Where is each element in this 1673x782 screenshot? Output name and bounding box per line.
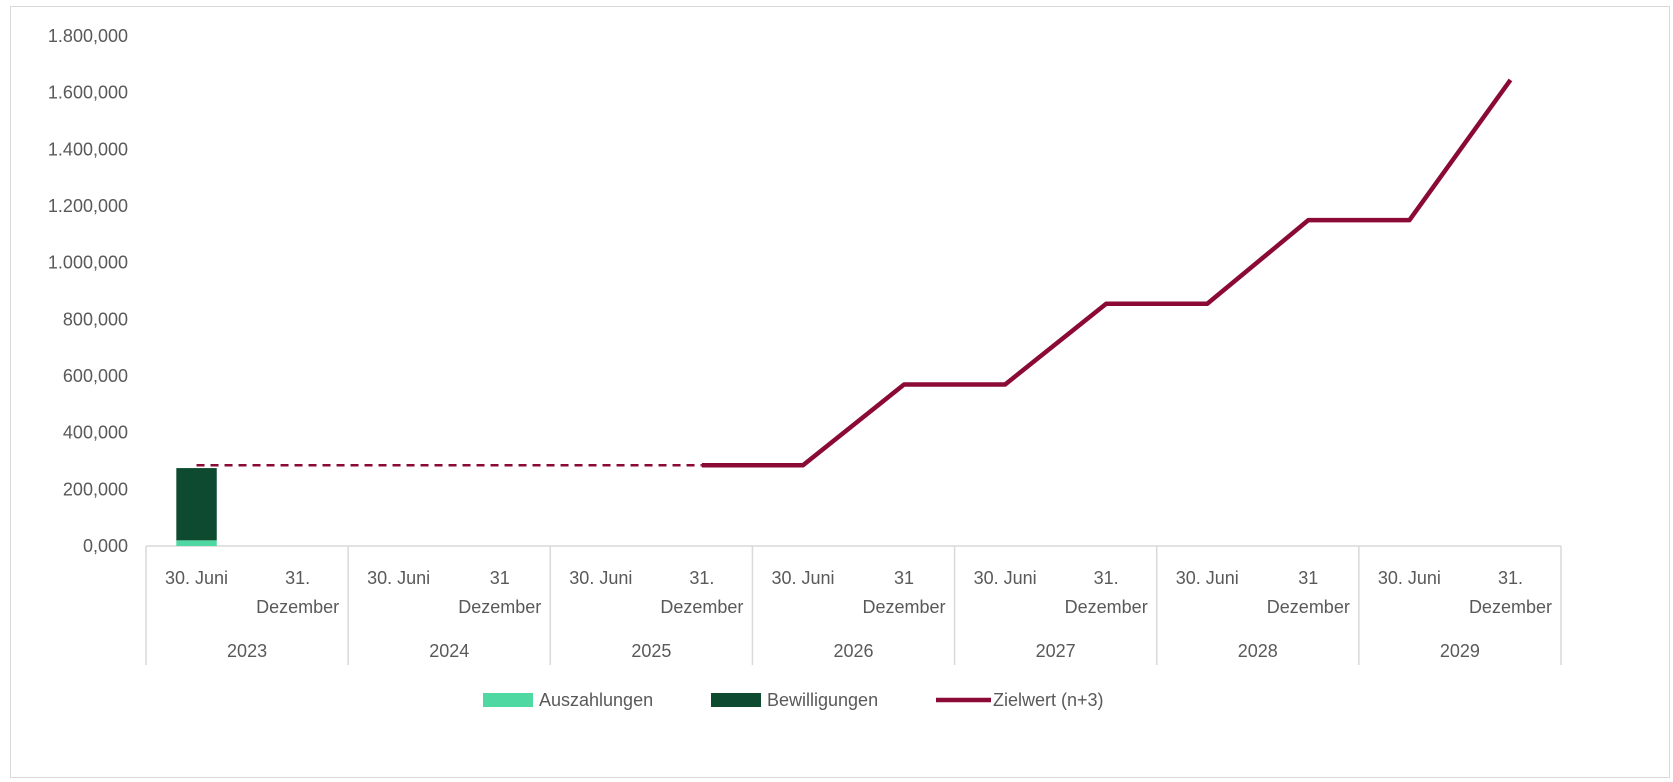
year-label: 2026	[833, 641, 873, 661]
y-tick-label: 800,000	[63, 309, 128, 329]
y-tick-label: 1.200,000	[48, 196, 128, 216]
x-tick-label: 31. Dezember	[1469, 568, 1552, 617]
year-label: 2029	[1440, 641, 1480, 661]
y-tick-label: 1.000,000	[48, 253, 128, 273]
x-tick-label: 30. Juni	[165, 568, 228, 588]
y-tick-label: 600,000	[63, 366, 128, 386]
year-label: 2024	[429, 641, 469, 661]
year-label: 2025	[631, 641, 671, 661]
bar-auszahlungen	[176, 540, 217, 546]
x-tick-label: 31 Dezember	[863, 568, 946, 617]
x-tick-label: 30. Juni	[771, 568, 834, 588]
y-axis-tick-labels: 0,000 200,000 400,000 600,000 800,000 1.000,0…	[48, 26, 128, 556]
legend-label: Zielwert (n+3)	[993, 690, 1104, 710]
year-label: 2027	[1036, 641, 1076, 661]
y-tick-label: 0,000	[83, 536, 128, 556]
x-tick-label: 30. Juni	[974, 568, 1037, 588]
legend-item: Zielwert (n+3)	[936, 690, 1104, 710]
y-tick-label: 200,000	[63, 479, 128, 499]
x-tick-label: 30. Juni	[1176, 568, 1239, 588]
x-tick-label: 31. Dezember	[1065, 568, 1148, 617]
x-tick-label: 30. Juni	[367, 568, 430, 588]
chart-frame: 0,000 200,000 400,000 600,000 800,000 1.000,0…	[10, 6, 1670, 778]
y-tick-label: 1.800,000	[48, 26, 128, 46]
x-tick-label: 31. Dezember	[256, 568, 339, 617]
x-tick-label: 30. Juni	[569, 568, 632, 588]
line-zielwert	[701, 78, 1513, 468]
x-tick-label: 31 Dezember	[1267, 568, 1350, 617]
bar-series	[176, 468, 217, 546]
legend-item: Auszahlungen	[483, 690, 653, 710]
legend-swatch	[711, 693, 761, 707]
year-label: 2023	[227, 641, 267, 661]
y-tick-label: 1.400,000	[48, 139, 128, 159]
bar-bewilligungen	[176, 468, 217, 541]
legend-swatch	[483, 693, 533, 707]
x-tick-label: 31. Dezember	[660, 568, 743, 617]
year-label: 2028	[1238, 641, 1278, 661]
legend-label: Auszahlungen	[539, 690, 653, 710]
legend-item: Bewilligungen	[711, 690, 878, 710]
y-tick-label: 1.600,000	[48, 83, 128, 103]
x-axis: 30. Juni 31. Dezember 30. Juni 31 Dezember 30.…	[145, 545, 1562, 665]
line-series	[196, 78, 1513, 468]
legend-label: Bewilligungen	[767, 690, 878, 710]
chart: 0,000 200,000 400,000 600,000 800,000 1.000,0…	[48, 26, 1562, 710]
x-tick-label: 31 Dezember	[458, 568, 541, 617]
legend: Auszahlungen Bewilligungen Zielwert (n+3)	[483, 690, 1104, 710]
y-tick-label: 400,000	[63, 423, 128, 443]
x-tick-label: 30. Juni	[1378, 568, 1441, 588]
